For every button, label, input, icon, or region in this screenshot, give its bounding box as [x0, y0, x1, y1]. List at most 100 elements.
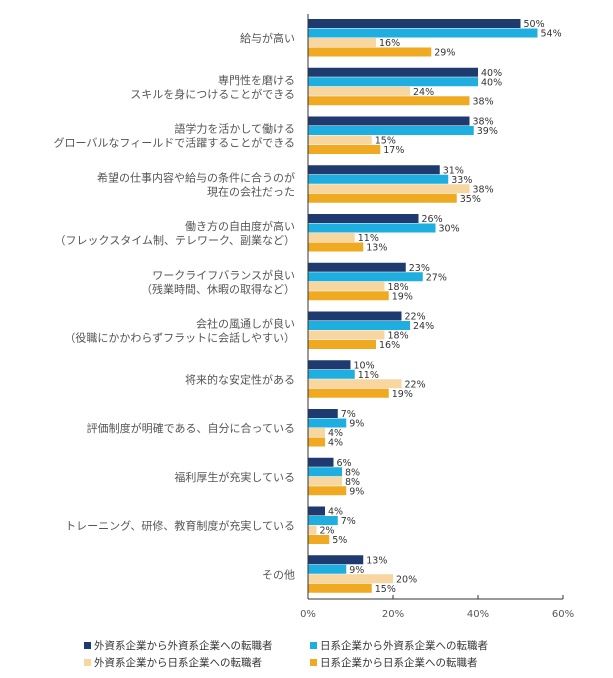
data-label: 29%: [434, 48, 455, 59]
legend-item: 外資系企業から外資系企業への転職者: [84, 638, 310, 653]
bar: [308, 86, 410, 96]
x-tick-label: 20%: [382, 609, 404, 620]
category-label: ワークライフバランスが良い: [152, 268, 295, 282]
bar: [308, 574, 393, 584]
category-label: その他: [262, 568, 295, 581]
data-label: 33%: [451, 175, 472, 186]
data-label: 4%: [328, 438, 343, 449]
bar: [308, 272, 423, 282]
bar: [308, 223, 436, 233]
data-label: 40%: [481, 77, 502, 88]
x-tick-label: 40%: [467, 609, 489, 620]
category-label: 評価制度が明確である、自分に合っている: [87, 421, 295, 435]
legend: 外資系企業から外資系企業への転職者 日系企業から外資系企業への転職者 外資系企業…: [84, 638, 604, 670]
data-label: 22%: [405, 379, 426, 390]
bar: [308, 418, 347, 428]
category-label: 福利厚生が充実している: [174, 470, 295, 484]
data-label: 11%: [358, 233, 379, 244]
bar: [308, 486, 347, 496]
data-label: 2%: [320, 526, 335, 537]
bar: [308, 388, 389, 398]
bar: [308, 193, 457, 203]
bar: [308, 28, 538, 38]
data-label: 19%: [392, 291, 413, 302]
data-label: 38%: [473, 117, 494, 128]
data-label: 6%: [337, 458, 352, 469]
bar: [308, 135, 372, 145]
data-label: 9%: [349, 486, 364, 497]
category-label: トレーニング、研修、教育制度が充実している: [65, 519, 295, 533]
data-label: 26%: [422, 214, 443, 225]
data-label: 16%: [379, 340, 400, 351]
bar: [308, 233, 355, 242]
data-label: 27%: [426, 272, 447, 283]
bar: [308, 174, 449, 184]
data-label: 11%: [358, 370, 379, 381]
bar: [308, 330, 385, 340]
bar: [308, 262, 406, 272]
bar: [308, 409, 338, 418]
bar: [308, 437, 325, 447]
category-label: グローバルなフィールドで活躍することができる: [54, 136, 295, 150]
data-label: 15%: [375, 136, 396, 147]
bar: [308, 96, 470, 106]
data-label: 17%: [383, 145, 404, 156]
data-label: 24%: [413, 321, 434, 332]
bar: [308, 525, 317, 535]
data-label: 4%: [328, 507, 343, 518]
legend-label: 外資系企業から外資系企業への転職者: [94, 640, 273, 652]
bar: [308, 242, 364, 252]
data-label: 4%: [328, 428, 343, 439]
data-label: 9%: [349, 419, 364, 430]
data-label: 20%: [396, 574, 417, 585]
bar: [308, 555, 364, 565]
bar: [308, 19, 521, 28]
data-label: 7%: [341, 516, 356, 527]
category-label: （フレックスタイム制、テレワーク、副業など）: [55, 234, 295, 247]
legend-swatch: [310, 659, 317, 666]
category-label: 希望の仕事内容や給与の条件に合うのが: [97, 170, 295, 184]
data-label: 19%: [392, 389, 413, 400]
bar: [308, 379, 402, 389]
bar: [308, 77, 478, 87]
data-label: 8%: [345, 477, 360, 488]
legend-label: 日系企業から外資系企業への転職者: [320, 640, 488, 652]
data-label: 13%: [366, 555, 387, 566]
data-label: 38%: [473, 184, 494, 195]
data-label: 13%: [366, 243, 387, 254]
bar: [308, 564, 347, 574]
data-label: 39%: [477, 126, 498, 137]
category-label: （役職にかかわらずフラットに会話しやすい）: [64, 331, 295, 345]
bar: [308, 457, 334, 467]
bar: [308, 38, 376, 47]
legend-swatch: [84, 642, 91, 649]
data-label: 10%: [354, 360, 375, 371]
bar: [308, 165, 440, 175]
category-label: 会社の風通しが良い: [196, 317, 295, 331]
category-label: 現在の会社だった: [207, 184, 295, 198]
data-label: 23%: [409, 263, 430, 274]
data-label: 54%: [541, 29, 562, 40]
bar: [308, 360, 351, 370]
bar: [308, 321, 410, 330]
bar: [308, 291, 389, 301]
bar: [308, 116, 470, 126]
data-label: 38%: [473, 96, 494, 107]
bar: [308, 145, 381, 154]
legend-item: 日系企業から外資系企業への転職者: [310, 638, 560, 653]
legend-label: 日系企業から日系企業への転職者: [320, 657, 478, 669]
bar: [308, 184, 470, 194]
data-label: 15%: [375, 584, 396, 595]
bar: [308, 311, 402, 321]
data-label: 5%: [332, 535, 347, 546]
category-label: スキルを身につけることができる: [130, 87, 295, 101]
data-label: 9%: [349, 565, 364, 576]
bar: [308, 214, 419, 223]
bar: [308, 47, 432, 57]
bar: [308, 516, 338, 525]
data-label: 8%: [345, 467, 360, 478]
data-label: 7%: [341, 409, 356, 420]
x-tick-label: 60%: [552, 609, 574, 620]
legend-swatch: [84, 659, 91, 666]
